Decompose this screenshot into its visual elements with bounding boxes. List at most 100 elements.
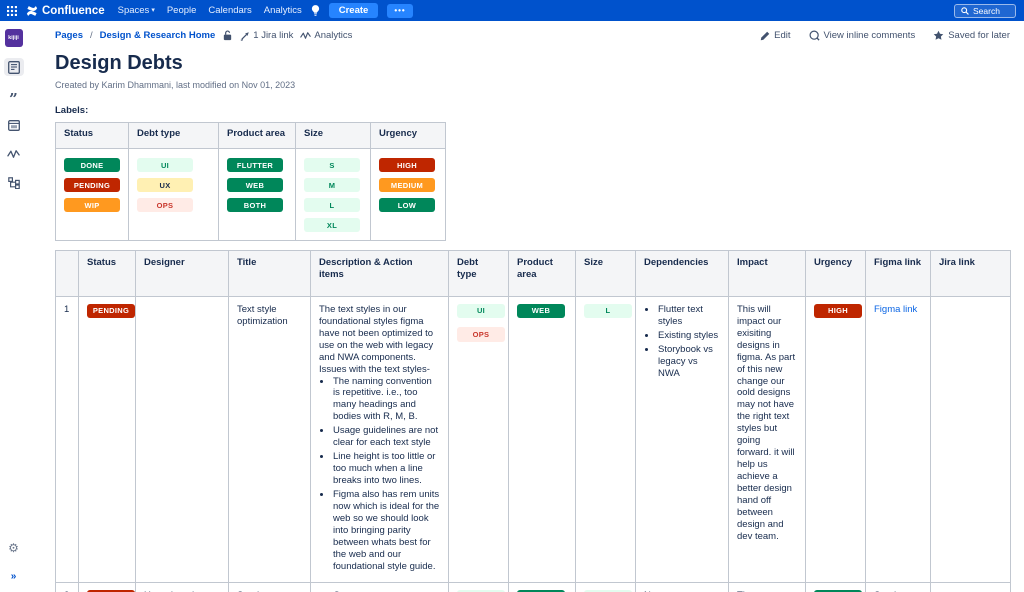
col-header-status: Status	[78, 250, 136, 297]
col-header-impact: Impact	[728, 250, 806, 297]
nav-spaces[interactable]: Spaces ▾	[118, 5, 155, 16]
cell-number: 1	[55, 295, 79, 584]
labels-header-debt-type: Debt type	[128, 122, 219, 149]
lightbulb-icon[interactable]	[311, 5, 320, 16]
main-table: Status Designer Title Description & Action …	[55, 250, 1011, 592]
saved-for-later-label: Saved for later	[948, 30, 1010, 41]
bullet-item: Figma also has rem units now which is id…	[332, 489, 440, 573]
cell-description: The text styles in our foundational styl…	[310, 295, 449, 584]
breadcrumb-pages[interactable]: Pages	[55, 30, 83, 41]
badge-ui: UI	[457, 303, 505, 319]
cell-status: PENDING	[78, 582, 136, 592]
page-icon[interactable]	[3, 58, 24, 76]
star-icon	[933, 30, 944, 41]
quote-icon[interactable]: ”	[9, 89, 18, 108]
col-header-title: Title	[228, 250, 311, 297]
figma-link[interactable]: Figma link	[874, 303, 918, 315]
cell-number: 2	[55, 582, 79, 592]
labels-header-size: Size	[295, 122, 371, 149]
page-content: Pages / Design & Research Home 1 Jira li…	[27, 21, 1024, 592]
labels-col-status: DONE PENDING WIP	[55, 148, 129, 241]
gear-icon[interactable]: ⚙	[8, 541, 19, 555]
bullet-item: Usage guidelines are not clear for each …	[332, 425, 440, 449]
cell-designer: Unassigned	[135, 582, 229, 592]
jira-link-label: 1 Jira link	[253, 30, 294, 41]
cell-urgency: LOW	[805, 582, 866, 592]
breadcrumb-space[interactable]: Design & Research Home	[99, 30, 216, 41]
labels-header-urgency: Urgency	[370, 122, 446, 149]
chevron-down-icon: ▾	[151, 7, 155, 14]
bullet-item: The naming convention is repetitive. i.e…	[332, 376, 440, 424]
byline: Created by Karim Dhammani, last modified…	[55, 80, 296, 90]
bullet-item: Line height is too little or too much wh…	[332, 451, 440, 487]
cell-size: S	[575, 582, 636, 592]
view-inline-comments-button[interactable]: View inline comments	[809, 30, 916, 41]
cell-product-area: WEB	[508, 295, 576, 584]
tree-icon[interactable]	[4, 174, 24, 192]
labels-col-debt-type: UI UX OPS	[128, 148, 219, 241]
edit-label: Edit	[774, 30, 791, 41]
col-header-dependencies: Dependencies	[635, 250, 729, 297]
badge-web: WEB	[227, 178, 283, 192]
badge-high: HIGH	[379, 158, 435, 172]
labels-col-product-area: FLUTTER WEB BOTH	[218, 148, 296, 241]
calendar-icon[interactable]	[4, 116, 24, 134]
confluence-logo[interactable]: Confluence	[26, 5, 105, 17]
badge-pending: PENDING	[87, 303, 135, 319]
search-input[interactable]: Search	[954, 3, 1016, 18]
space-logo[interactable]: kijiji	[4, 29, 23, 47]
labels-header-product-area: Product area	[218, 122, 296, 149]
cell-designer	[135, 295, 229, 584]
app-grid-icon[interactable]	[7, 5, 17, 16]
table-row: 1 PENDING Text style optimization The text …	[55, 295, 1011, 584]
saved-for-later-button[interactable]: Saved for later	[933, 30, 1010, 41]
bullet-item: Storybook vs legacy vs NWA	[657, 344, 720, 380]
more-button[interactable]: •••	[387, 3, 413, 18]
paragraph: The component has not been created. Good…	[737, 590, 797, 592]
edit-button[interactable]: Edit	[760, 30, 791, 41]
page-actions: Edit View inline comments Saved for late…	[760, 30, 1010, 41]
confluence-logo-text: Confluence	[42, 4, 105, 17]
bullet-item: Create a component	[332, 590, 440, 592]
analytics-chip[interactable]: Analytics	[300, 30, 352, 41]
labels-table: Status Debt type Product area Size Urgency D…	[55, 122, 446, 241]
nav-calendars[interactable]: Calendars	[208, 5, 251, 16]
badge-ui: UI	[457, 590, 505, 592]
badge-both: BOTH	[227, 198, 283, 212]
cell-status: PENDING	[78, 295, 136, 584]
labels-table-body-row: DONE PENDING WIP UI UX OPS FLUTTER WEB BOTH S M L XL…	[55, 148, 446, 241]
unlock-icon[interactable]	[222, 30, 233, 41]
col-header-urgency: Urgency	[805, 250, 866, 297]
badge-xl: XL	[304, 218, 360, 232]
cell-dependencies: None	[635, 582, 729, 592]
labels-header-status: Status	[55, 122, 129, 149]
badge-flutter: FLUTTER	[517, 590, 565, 592]
cell-impact: The component has not been created. Good…	[728, 582, 806, 592]
analytics-icon[interactable]	[4, 145, 24, 163]
breadcrumb: Pages / Design & Research Home 1 Jira li…	[55, 30, 1010, 41]
badge-medium: MEDIUM	[379, 178, 435, 192]
labels-col-urgency: HIGH MEDIUM LOW	[370, 148, 446, 241]
cell-size: L	[575, 295, 636, 584]
bullet-list: The naming convention is repetitive. i.e…	[319, 376, 440, 574]
cell-title: Text style optimization	[228, 295, 311, 584]
cell-title: Send a message module on VIP	[228, 582, 311, 592]
col-header-size: Size	[575, 250, 636, 297]
view-inline-comments-label: View inline comments	[823, 30, 916, 41]
badge-pending: PENDING	[64, 178, 120, 192]
badge-flutter: FLUTTER	[227, 158, 283, 172]
create-button[interactable]: Create	[328, 2, 379, 19]
nav-people[interactable]: People	[167, 5, 197, 16]
nav-label: Analytics	[263, 5, 302, 16]
paragraph: None	[644, 590, 720, 592]
nav-analytics[interactable]: Analytics	[264, 5, 302, 16]
jira-link-chip[interactable]: 1 Jira link	[240, 30, 293, 41]
topbar-nav: Spaces ▾ People Calendars Analytics	[118, 5, 302, 16]
collapse-icon[interactable]: »	[10, 571, 17, 582]
cell-jira-link	[930, 582, 1011, 592]
badge-ux: UX	[137, 178, 193, 192]
badge-s: S	[584, 590, 632, 592]
pencil-icon	[760, 31, 770, 41]
